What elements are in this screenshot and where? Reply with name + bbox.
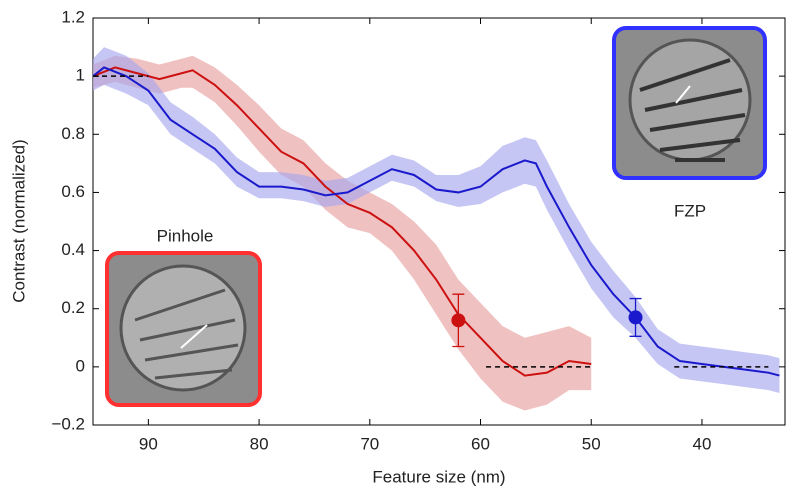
line <box>92 66 592 377</box>
y-tick-label: 1 <box>76 66 85 85</box>
y-tick-label: 1.2 <box>61 7 85 26</box>
y-tick-label: 0.6 <box>61 182 85 201</box>
y-axis-label: Contrast (normalized) <box>9 139 28 302</box>
y-tick-label: −0.2 <box>51 414 85 433</box>
line <box>92 66 780 377</box>
inset-cut <box>675 85 691 104</box>
plot-layer <box>92 47 780 411</box>
pinhole-label: Pinhole <box>157 226 214 245</box>
plot-frame <box>92 17 786 426</box>
x-axis-label: Feature size (nm) <box>372 467 505 486</box>
point <box>628 310 643 325</box>
x-tick-label: 60 <box>471 434 490 453</box>
x-tick-label: 50 <box>582 434 601 453</box>
x-tick-label: 90 <box>139 434 158 453</box>
band <box>93 47 780 394</box>
point <box>451 313 466 328</box>
inset-zones <box>639 58 746 162</box>
y-tick-label: 0.2 <box>61 298 85 317</box>
pinhole-inset <box>105 251 262 407</box>
x-tick-label: 70 <box>360 434 379 453</box>
y-tick-label: 0.8 <box>61 124 85 143</box>
x-tick-label: 40 <box>692 434 711 453</box>
y-tick-label: 0.4 <box>61 240 85 259</box>
y-tick-label: 0 <box>76 356 85 375</box>
inset-cut <box>180 324 208 349</box>
x-tick-label: 80 <box>250 434 269 453</box>
inset-zones <box>134 288 239 380</box>
fzp-label: FZP <box>674 201 706 220</box>
fzp-inset <box>612 26 767 180</box>
band <box>93 55 592 411</box>
